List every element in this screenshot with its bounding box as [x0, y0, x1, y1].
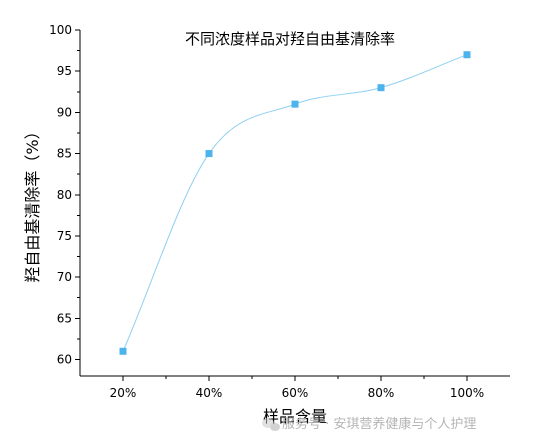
- data-point-marker: [119, 347, 127, 355]
- wechat-bubble-icon: [262, 418, 280, 431]
- y-tick-label: 100: [49, 23, 72, 37]
- x-tick-label: 100%: [450, 386, 484, 400]
- y-tick-label: 90: [57, 105, 72, 119]
- x-tick-label: 20%: [110, 386, 137, 400]
- data-point-marker: [463, 51, 471, 59]
- x-tick-label: 80%: [368, 386, 395, 400]
- data-point-marker: [377, 84, 385, 92]
- x-tick-label: 40%: [196, 386, 223, 400]
- chart-title: 不同浓度样品对羟自由基清除率: [185, 30, 395, 48]
- y-tick-label: 60: [57, 353, 72, 367]
- data-point-marker: [205, 150, 213, 158]
- watermark: 服务号 · 安琪营养健康与个人护理: [262, 416, 476, 432]
- y-tick-label: 70: [57, 270, 72, 284]
- y-tick-label: 85: [57, 147, 72, 161]
- y-tick-label: 75: [57, 229, 72, 243]
- x-tick-label: 60%: [282, 386, 309, 400]
- x-axis-title: 样品含量: [263, 407, 327, 426]
- y-axis-title: 羟自由基清除率（%）: [23, 123, 42, 282]
- y-tick-label: 80: [57, 188, 72, 202]
- watermark-text: 服务号 · 安琪营养健康与个人护理: [282, 416, 476, 432]
- y-tick-label: 95: [57, 64, 72, 78]
- data-point-marker: [291, 100, 299, 108]
- y-tick-label: 65: [57, 311, 72, 325]
- series-line: [122, 54, 468, 352]
- plot-area: 60 65 70 75 80 85 90 95 100 20% 40% 60% 80% 100%: [49, 23, 510, 400]
